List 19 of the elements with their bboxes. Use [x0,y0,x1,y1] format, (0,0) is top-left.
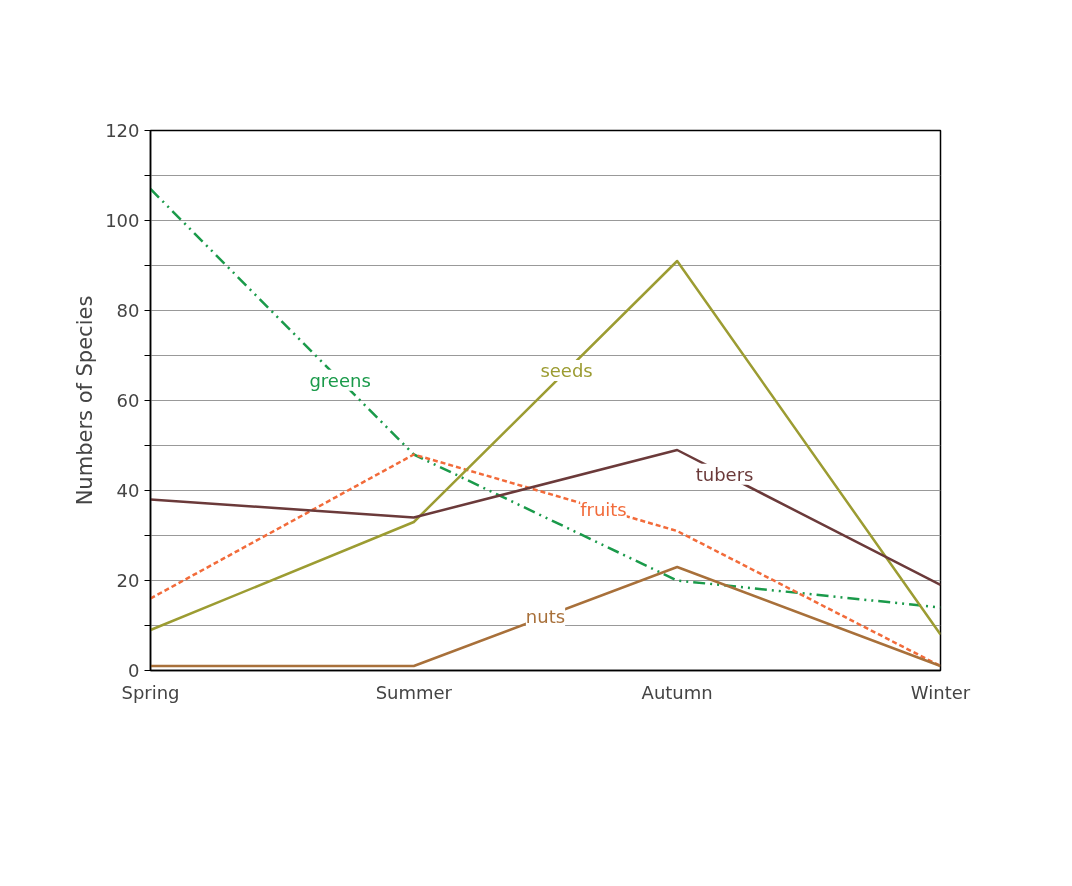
x-tick-label: Summer [375,681,453,703]
line-series [150,259,941,636]
y-tick-label: 80 [116,300,140,321]
x-tick-label: Spring [121,681,180,703]
line-series [150,448,941,587]
y-tick-label: 0 [128,660,140,681]
x-tick-label: Winter [910,681,971,703]
series-label: tubers [695,463,754,485]
y-tick-label: 120 [105,120,140,141]
y-tick-label: 100 [105,210,140,231]
y-tick-label: 20 [116,570,140,591]
y-axis-title: Numbers of Species [73,295,98,506]
x-tick-label: Autumn [641,681,713,703]
series-label: nuts [525,606,566,627]
series-label: seeds [540,360,593,382]
series-label: fruits [580,499,627,521]
y-tick-label: 60 [116,390,140,411]
series-label: greens [309,369,371,391]
y-tick-label: 40 [116,480,140,501]
